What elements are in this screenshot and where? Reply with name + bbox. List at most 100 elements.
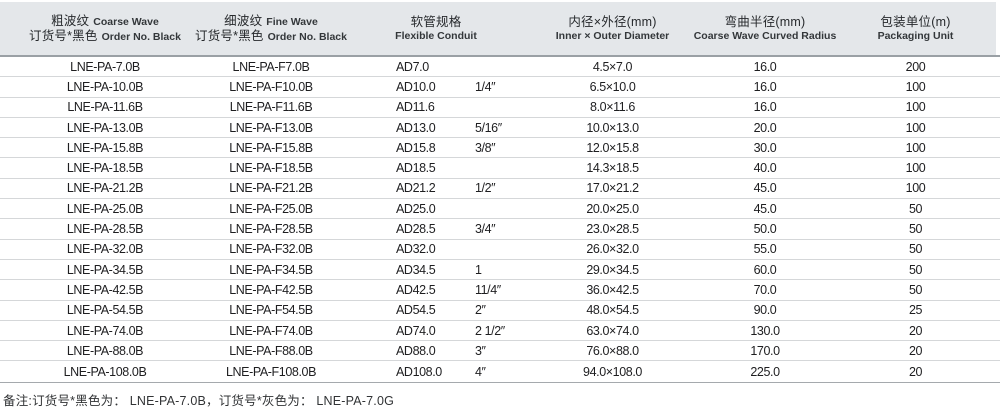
cell-bend-radius: 30.0	[753, 140, 777, 155]
cell-coarse-order-no: LNE-PA-42.5B	[66, 282, 144, 297]
cell-conduit-size: AD28.5	[396, 222, 436, 237]
cell-fine-order-no: LNE-PA-F10.0B	[229, 79, 313, 94]
cell-inner-outer-diameter: 63.0×74.0	[586, 323, 639, 338]
cell-conduit-size: AD42.5	[396, 282, 436, 297]
cell-coarse-order-no: LNE-PA-28.5B	[66, 222, 144, 237]
cell-inner-outer-diameter: 48.0×54.5	[586, 303, 639, 318]
header-coarse-wave-order-no: 粗波纹 Coarse Wave 订货号*黑色 Order No. Black	[0, 14, 210, 43]
cell-fine-order-no: LNE-PA-F42.5B	[229, 282, 313, 297]
header-order-no-black-cn: 订货号*黑色	[29, 29, 98, 43]
cell-coarse-order-no: LNE-PA-88.0B	[66, 343, 144, 358]
header-order-no-black-cn: 订货号*黑色	[195, 29, 264, 43]
header-inner-outer-en: Inner × Outer Diameter	[555, 30, 670, 42]
table-header-row: 粗波纹 Coarse Wave 订货号*黑色 Order No. Black 细…	[0, 2, 996, 55]
cell-fine-order-no: LNE-PA-F7.0B	[232, 59, 310, 74]
cell-bend-radius: 16.0	[753, 100, 777, 115]
table-row: LNE-PA-21.2B LNE-PA-F21.2B AD21.2 1/2″ 1…	[0, 178, 1000, 200]
table-row: LNE-PA-34.5B LNE-PA-F34.5B AD34.5 1 29.0…	[0, 259, 1000, 281]
cell-conduit-size: AD88.0	[396, 343, 436, 358]
cell-fine-order-no: LNE-PA-F25.0B	[229, 201, 313, 216]
cell-coarse-order-no: LNE-PA-74.0B	[66, 323, 144, 338]
cell-coarse-order-no: LNE-PA-15.8B	[66, 140, 144, 155]
cell-conduit-inch: 4″	[475, 364, 486, 379]
cell-coarse-order-no: LNE-PA-32.0B	[66, 242, 144, 257]
cell-fine-order-no: LNE-PA-F18.5B	[229, 161, 313, 176]
cell-inner-outer-diameter: 14.3×18.5	[586, 161, 639, 176]
cell-conduit-inch: 1/2″	[475, 181, 496, 196]
cell-bend-radius: 40.0	[753, 161, 777, 176]
footnote: 备注:订货号*黑色为： LNE-PA-7.0B，订货号*灰色为： LNE-PA-…	[3, 393, 395, 408]
cell-inner-outer-diameter: 4.5×7.0	[592, 59, 633, 74]
cell-bend-radius: 20.0	[753, 120, 777, 135]
cell-packaging-unit: 100	[905, 140, 926, 155]
cell-packaging-unit: 20	[908, 323, 923, 338]
cell-conduit-size: AD11.6	[396, 100, 435, 115]
cell-inner-outer-diameter: 10.0×13.0	[586, 120, 639, 135]
cell-packaging-unit: 20	[908, 364, 923, 379]
cell-packaging-unit: 50	[908, 262, 923, 277]
header-packaging-unit-cn: 包装单位(m)	[880, 14, 951, 29]
cell-inner-outer-diameter: 23.0×28.5	[586, 222, 639, 237]
cell-bend-radius: 60.0	[753, 262, 777, 277]
header-inner-outer-diameter: 内径×外径(mm) Inner × Outer Diameter	[540, 15, 685, 42]
table-row: LNE-PA-18.5B LNE-PA-F18.5B AD18.5 14.3×1…	[0, 158, 1000, 179]
cell-inner-outer-diameter: 6.5×10.0	[589, 79, 636, 94]
cell-packaging-unit: 200	[905, 59, 926, 74]
cell-packaging-unit: 25	[908, 303, 923, 318]
header-coarse-wave-en: Coarse Wave	[93, 15, 159, 28]
cell-bend-radius: 90.0	[753, 303, 777, 318]
cell-fine-order-no: LNE-PA-F34.5B	[229, 262, 313, 277]
cell-packaging-unit: 100	[905, 181, 926, 196]
header-curved-radius: 弯曲半径(mm) Coarse Wave Curved Radius	[685, 14, 845, 42]
header-divider	[0, 55, 1000, 57]
cell-conduit-inch: 1/4″	[475, 79, 496, 94]
header-curved-radius-cn: 弯曲半径(mm)	[724, 14, 806, 29]
cell-conduit-inch: 3/8″	[475, 140, 496, 155]
cell-conduit-size: AD34.5	[396, 262, 436, 277]
cell-conduit-size: AD25.0	[396, 201, 436, 216]
cell-bend-radius: 45.0	[753, 181, 777, 196]
header-curved-radius-en: Coarse Wave Curved Radius	[693, 30, 837, 42]
cell-packaging-unit: 100	[905, 161, 926, 176]
cell-packaging-unit: 100	[905, 100, 926, 115]
cell-bend-radius: 16.0	[753, 79, 777, 94]
table-row: LNE-PA-88.0B LNE-PA-F88.0B AD88.0 3″ 76.…	[0, 341, 1000, 362]
cell-bend-radius: 50.0	[753, 222, 777, 237]
cell-inner-outer-diameter: 17.0×21.2	[586, 181, 639, 196]
cell-conduit-inch: 2″	[475, 303, 486, 318]
cell-coarse-order-no: LNE-PA-34.5B	[66, 262, 144, 277]
cell-conduit-size: AD74.0	[396, 323, 436, 338]
cell-coarse-order-no: LNE-PA-11.6B	[67, 100, 143, 115]
cell-conduit-size: AD15.8	[396, 140, 436, 155]
cell-inner-outer-diameter: 29.0×34.5	[586, 262, 639, 277]
cell-inner-outer-diameter: 26.0×32.0	[586, 242, 639, 257]
header-order-no-black-en: Order No. Black	[101, 31, 181, 43]
cell-packaging-unit: 20	[908, 343, 923, 358]
cell-conduit-size: AD32.0	[396, 242, 436, 257]
table-row: LNE-PA-25.0B LNE-PA-F25.0B AD25.0 20.0×2…	[0, 199, 1000, 220]
header-packaging-unit: 包装单位(m) Packaging Unit	[845, 14, 986, 42]
cell-coarse-order-no: LNE-PA-13.0B	[66, 120, 144, 135]
header-conduit-spec-en: Flexible Conduit	[395, 30, 477, 42]
cell-packaging-unit: 100	[905, 79, 926, 94]
cell-bend-radius: 225.0	[750, 364, 780, 379]
cell-packaging-unit: 50	[908, 242, 923, 257]
header-fine-wave-order-no: 细波纹 Fine Wave 订货号*黑色 Order No. Black	[195, 13, 347, 43]
header-fine-wave-cn: 细波纹	[224, 13, 263, 28]
cell-conduit-inch: 11/4″	[475, 282, 501, 297]
header-conduit-spec-cn: 软管规格	[410, 14, 462, 29]
cell-fine-order-no: LNE-PA-F88.0B	[229, 343, 313, 358]
cell-bend-radius: 130.0	[750, 323, 780, 338]
cell-coarse-order-no: LNE-PA-18.5B	[66, 161, 144, 176]
table-row: LNE-PA-42.5B LNE-PA-F42.5B AD42.5 11/4″ …	[0, 280, 1000, 301]
cell-bend-radius: 55.0	[753, 242, 777, 257]
cell-fine-order-no: LNE-PA-F11.6B	[229, 100, 313, 115]
cell-packaging-unit: 50	[908, 222, 923, 237]
cell-fine-order-no: LNE-PA-F54.5B	[229, 303, 313, 318]
table-row: LNE-PA-54.5B LNE-PA-F54.5B AD54.5 2″ 48.…	[0, 300, 1000, 321]
cell-coarse-order-no: LNE-PA-54.5B	[66, 303, 144, 318]
table-row: LNE-PA-11.6B LNE-PA-F11.6B AD11.6 8.0×11…	[0, 97, 1000, 118]
cell-inner-outer-diameter: 8.0×11.6	[590, 100, 635, 115]
cell-bend-radius: 45.0	[753, 201, 777, 216]
cell-conduit-size: AD108.0	[396, 364, 442, 379]
